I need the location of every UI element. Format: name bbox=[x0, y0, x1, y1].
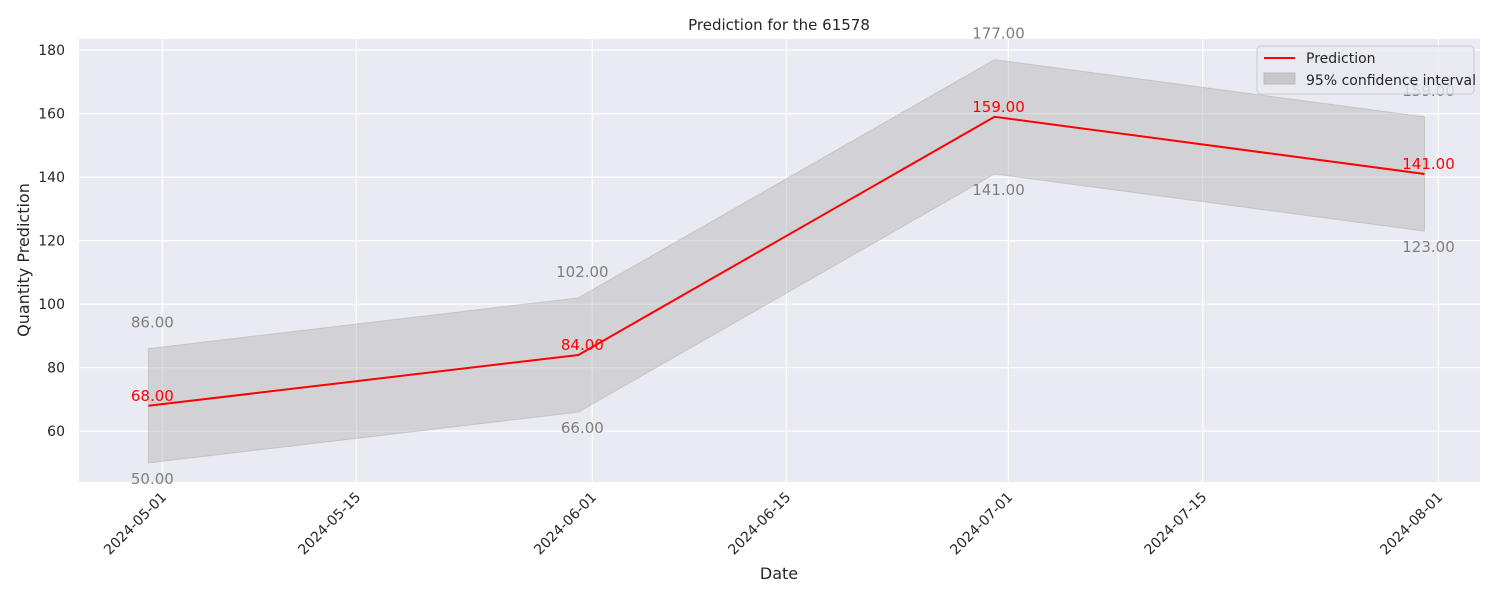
legend-band-swatch bbox=[1263, 72, 1296, 85]
y-tick-label: 100 bbox=[38, 297, 65, 313]
prediction-value-label: 84.00 bbox=[561, 336, 604, 354]
y-tick-label: 60 bbox=[47, 424, 65, 440]
y-tick-label: 140 bbox=[38, 170, 65, 186]
y-axis-label: Quantity Prediction bbox=[14, 183, 33, 337]
confidence-band-layer bbox=[147, 59, 1426, 464]
y-tick-label: 80 bbox=[47, 361, 65, 377]
chart-title: Prediction for the 61578 bbox=[688, 16, 870, 34]
x-tick-label: 2024-07-15 bbox=[1142, 490, 1211, 559]
lower-bound-label: 66.00 bbox=[561, 419, 604, 437]
legend-box bbox=[1256, 45, 1475, 95]
prediction-line-layer bbox=[148, 115, 1425, 407]
lower-bound-label: 123.00 bbox=[1402, 238, 1455, 256]
value-labels: 68.00 86.00 50.00 84.00 102.00 66.00 159.00 177… bbox=[131, 25, 1455, 488]
upper-bound-label: 177.00 bbox=[972, 25, 1025, 43]
confidence-band bbox=[147, 59, 1426, 464]
x-tick-label: 2024-08-01 bbox=[1377, 490, 1446, 559]
legend: Prediction 95% confidence interval bbox=[1256, 45, 1476, 95]
y-tick-label: 160 bbox=[38, 107, 65, 123]
y-tick-label: 180 bbox=[38, 43, 65, 59]
plot-background bbox=[79, 39, 1480, 482]
x-tick-label: 2024-07-01 bbox=[947, 490, 1016, 559]
x-tick-labels: 2024-05-01 2024-05-15 2024-06-01 2024-06-15… bbox=[101, 490, 1446, 559]
prediction-value-label: 159.00 bbox=[972, 98, 1025, 116]
lower-bound-label: 50.00 bbox=[131, 470, 174, 488]
x-axis-label: Date bbox=[760, 564, 798, 583]
y-tick-label: 120 bbox=[38, 234, 65, 250]
upper-bound-label: 86.00 bbox=[131, 314, 174, 332]
upper-bound-label: 102.00 bbox=[556, 263, 609, 281]
prediction-value-label: 68.00 bbox=[131, 387, 174, 405]
x-tick-label: 2024-05-01 bbox=[101, 490, 170, 559]
x-tick-label: 2024-06-15 bbox=[725, 490, 794, 559]
prediction-line bbox=[148, 115, 1425, 407]
prediction-value-label: 141.00 bbox=[1402, 155, 1455, 173]
legend-label-ci: 95% confidence interval bbox=[1306, 73, 1476, 89]
lower-bound-label: 141.00 bbox=[972, 181, 1025, 199]
legend-label-prediction: Prediction bbox=[1306, 51, 1376, 67]
x-tick-label: 2024-05-15 bbox=[295, 490, 364, 559]
y-tick-labels: 60 80 100 120 140 160 180 bbox=[38, 43, 65, 440]
x-tick-label: 2024-06-01 bbox=[531, 490, 600, 559]
